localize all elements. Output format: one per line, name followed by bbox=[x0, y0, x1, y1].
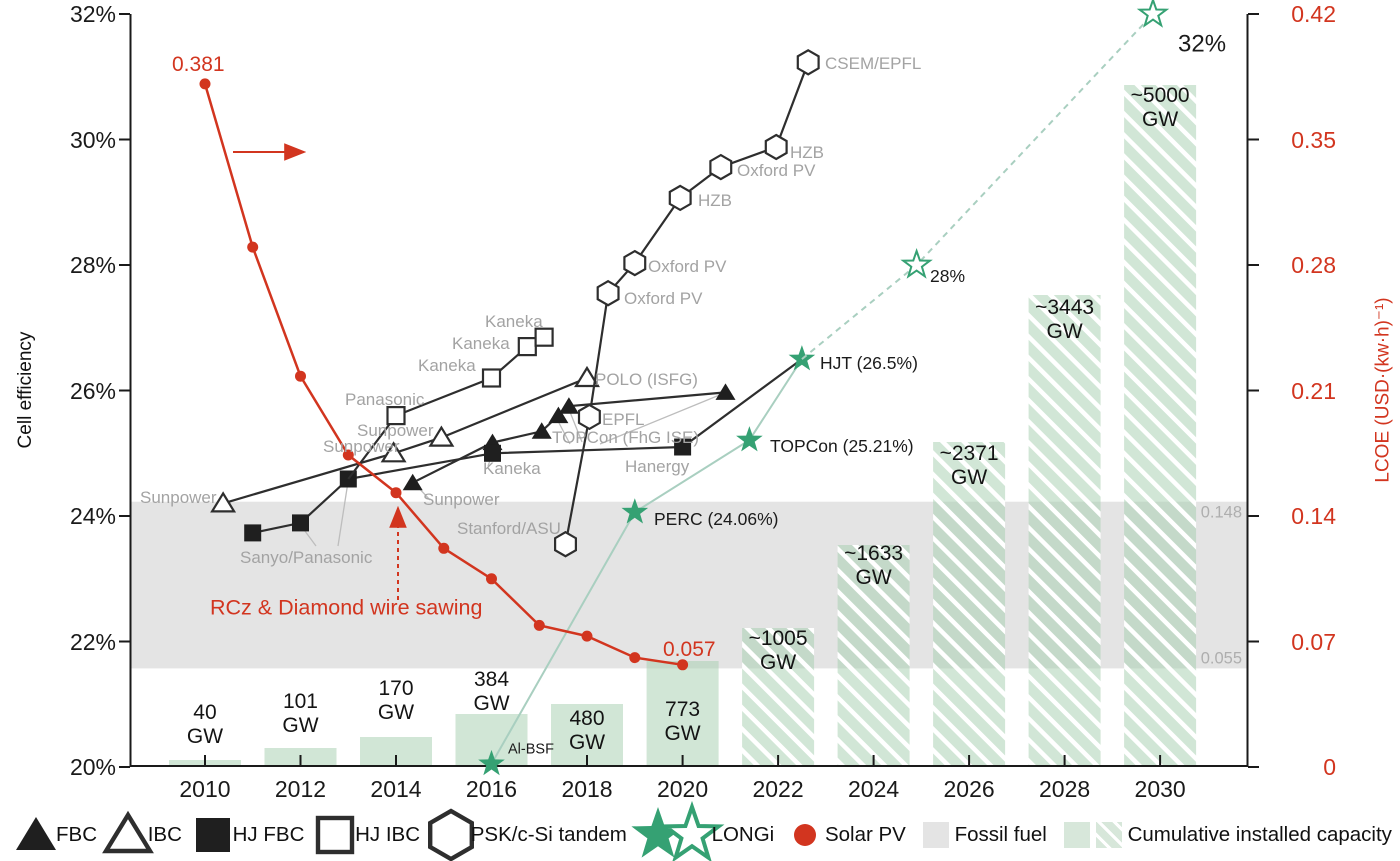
legend-item-solar-pv: Solar PV bbox=[791, 821, 906, 849]
tick-label: 0.35 bbox=[1291, 126, 1336, 153]
bar-2022 bbox=[742, 628, 815, 767]
bar-2024 bbox=[837, 545, 910, 767]
legend-label: HJ IBC bbox=[355, 823, 421, 846]
legend-label: Solar PV bbox=[824, 823, 906, 846]
series-longi bbox=[478, 345, 816, 776]
tick-label: 2016 bbox=[465, 776, 518, 802]
tick-label: 2012 bbox=[274, 776, 327, 802]
fossil-fuel-swatch bbox=[922, 822, 949, 848]
legend-label: Cumulative installed capacity bbox=[1127, 823, 1392, 846]
legend-item-hj-ibc: HJ IBC bbox=[315, 815, 421, 855]
tick-label: 0.14 bbox=[1291, 503, 1336, 529]
legend-label: HJ FBC bbox=[232, 823, 305, 846]
bars-group bbox=[169, 85, 1197, 767]
legend-item-fossil-fuel: Fossil fuel bbox=[922, 822, 1047, 848]
tick-label: 2020 bbox=[656, 776, 709, 802]
bar-2028 bbox=[1028, 295, 1101, 767]
tick-label: 24% bbox=[69, 503, 116, 529]
legend-item-longi: LONGi bbox=[630, 800, 775, 861]
tick-label: 2022 bbox=[752, 776, 804, 802]
capacity-solid-swatch bbox=[1063, 822, 1090, 848]
legend-label: PSK/c-Si tandem bbox=[470, 823, 627, 846]
legend-label: LONGi bbox=[711, 823, 775, 846]
tick-label: 2010 bbox=[179, 776, 231, 802]
tick-label: 2030 bbox=[1134, 776, 1186, 802]
tick-label: 0.42 bbox=[1291, 1, 1336, 27]
legend: FBC IBC HJ FBC HJ IBC PSK/c-Si tandem LONGi So… bbox=[16, 800, 1392, 861]
legend-item-hj-fbc: HJ FBC bbox=[195, 818, 305, 852]
leader-lines bbox=[301, 393, 723, 547]
tick-label: 2024 bbox=[847, 776, 900, 802]
tick-label: 0.07 bbox=[1291, 628, 1336, 655]
tick-label: 32% bbox=[69, 1, 116, 27]
series-fbc bbox=[402, 383, 736, 491]
tick-label: 22% bbox=[69, 628, 116, 655]
tick-label: 0.21 bbox=[1291, 377, 1336, 404]
plot-area: Sunpower Sunpower Sunpower Sunpower Sanyo/Pa… bbox=[119, 0, 1259, 776]
legend-item-cumulative-installed-capacity: Cumulative installed capacity bbox=[1063, 822, 1392, 848]
tick-label: 26% bbox=[69, 377, 116, 404]
legend-label: IBC bbox=[147, 823, 182, 846]
plot-canvas bbox=[119, 0, 1259, 776]
legend-item-psk-c-si-tandem: PSK/c-Si tandem bbox=[427, 808, 627, 861]
series-psk-c-si-tandem bbox=[554, 49, 820, 558]
bar-2026 bbox=[933, 442, 1006, 767]
series-hj-ibc bbox=[347, 327, 554, 480]
left-axis-title: Cell efficiency bbox=[15, 331, 36, 449]
legend-label: FBC bbox=[56, 823, 97, 846]
legend-label: Fossil fuel bbox=[954, 823, 1047, 846]
series-solar-pv-lcoe bbox=[199, 78, 689, 671]
tick-label: 28% bbox=[69, 252, 116, 278]
series-ibc bbox=[210, 365, 600, 513]
tick-label: 2018 bbox=[561, 776, 613, 802]
tick-label: 2014 bbox=[370, 776, 422, 802]
tick-label: 2028 bbox=[1039, 776, 1091, 802]
tick-label: 0.28 bbox=[1291, 252, 1336, 278]
tick-label: 20% bbox=[69, 754, 116, 780]
tick-label: 2026 bbox=[943, 776, 995, 802]
bar-2020 bbox=[646, 661, 719, 767]
annotation-arrows bbox=[233, 143, 407, 600]
axes bbox=[119, 13, 1259, 768]
legend-item-ibc: IBC bbox=[101, 810, 182, 854]
series-longi-projection bbox=[801, 0, 1170, 360]
bar-2030 bbox=[1124, 85, 1197, 767]
tick-label: 0 bbox=[1323, 754, 1336, 780]
capacity-hatched-swatch bbox=[1095, 822, 1122, 848]
tick-label: 30% bbox=[69, 126, 116, 153]
legend-item-fbc: FBC bbox=[16, 817, 97, 850]
series-hj-fbc bbox=[244, 358, 803, 542]
right-axis-title: LCOE (USD·(kw·h)⁻¹) bbox=[1372, 297, 1394, 483]
